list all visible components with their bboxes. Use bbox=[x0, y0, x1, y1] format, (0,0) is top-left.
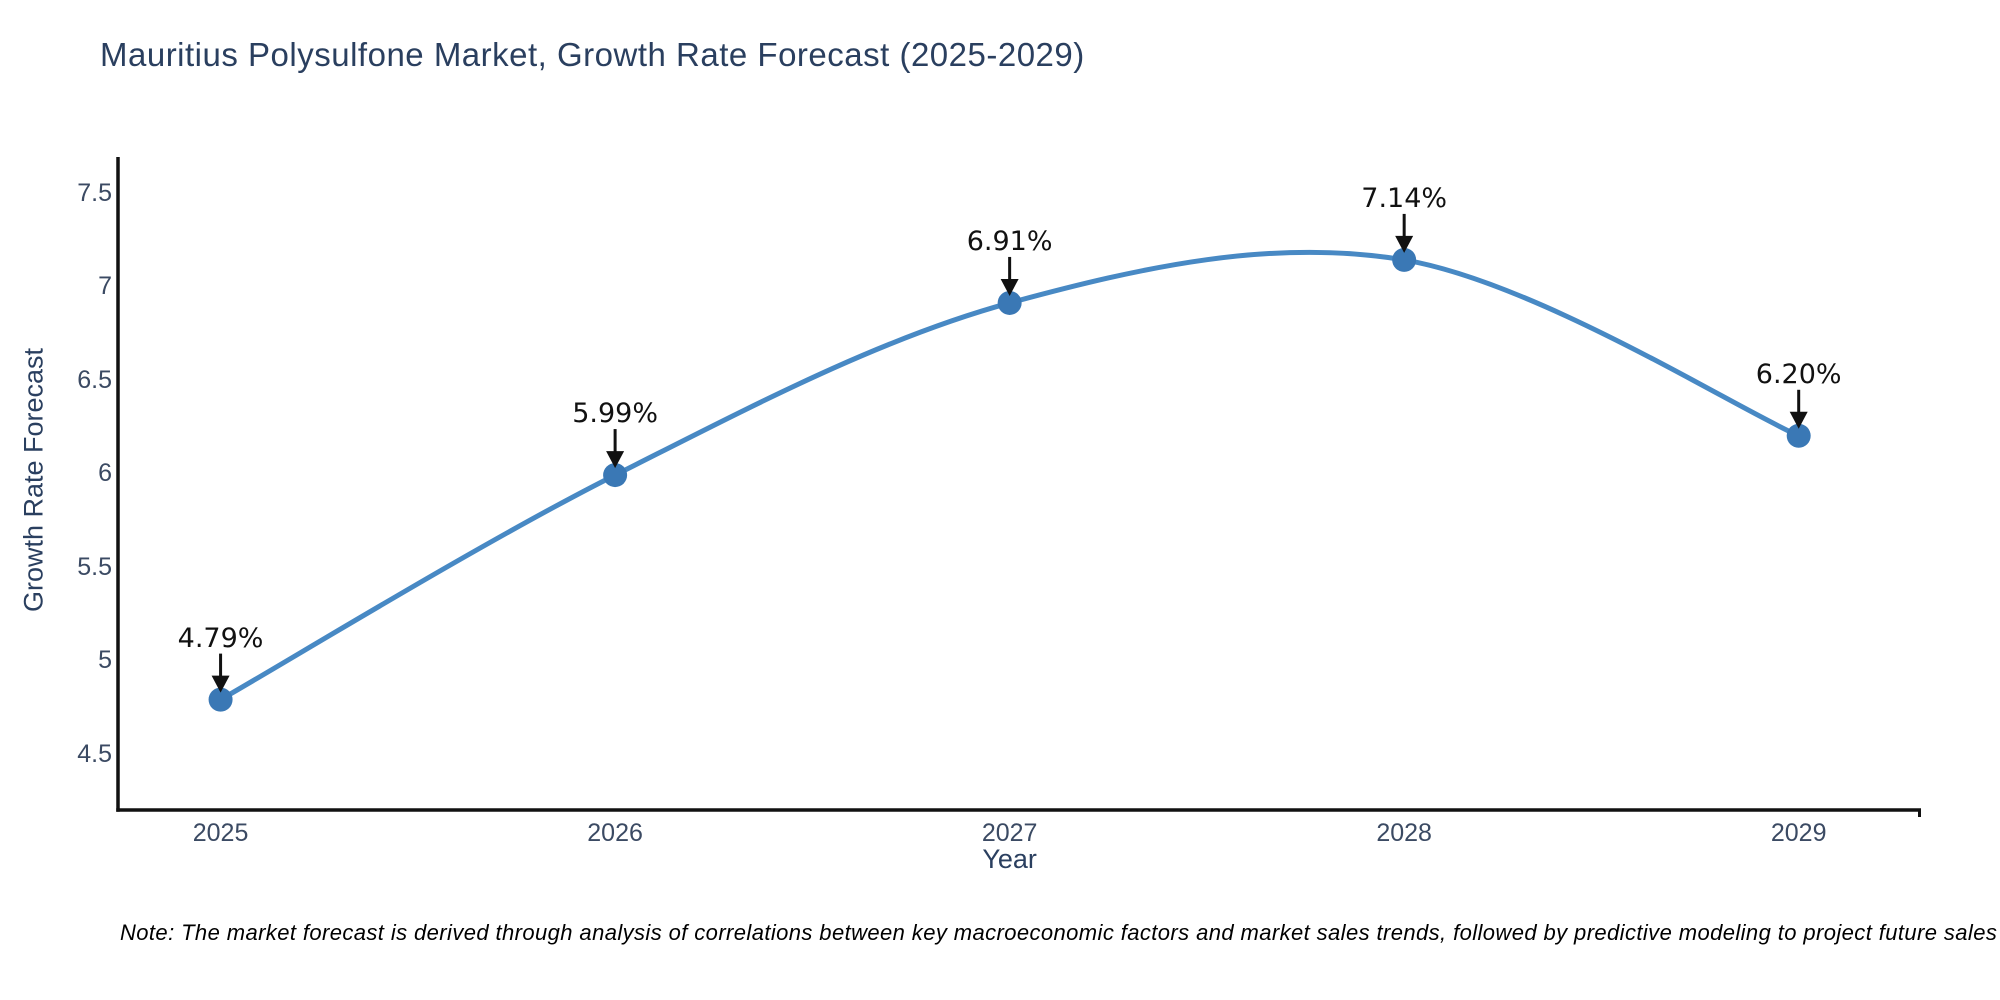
y-tick-label: 4.5 bbox=[77, 739, 112, 768]
y-tick-label: 7.5 bbox=[77, 178, 112, 207]
data-point-marker bbox=[208, 687, 233, 712]
x-tick-label: 2027 bbox=[981, 819, 1038, 847]
data-point-marker bbox=[1392, 247, 1417, 272]
y-tick-label: 6.5 bbox=[77, 365, 112, 394]
data-point-marker bbox=[1786, 423, 1811, 448]
data-point-marker bbox=[997, 290, 1022, 315]
annotation-arrow-head bbox=[1789, 411, 1808, 429]
chart-title: Mauritius Polysulfone Market, Growth Rat… bbox=[100, 36, 1085, 73]
point-value-label: 4.79% bbox=[177, 622, 264, 654]
y-tick-label: 5.5 bbox=[77, 552, 112, 581]
point-value-label: 6.20% bbox=[1755, 358, 1842, 390]
x-axis-title: Year bbox=[982, 844, 1037, 874]
y-tick-label: 7 bbox=[98, 272, 112, 301]
y-tick-label: 6 bbox=[98, 459, 112, 488]
annotation-arrow-head bbox=[1000, 278, 1019, 296]
point-value-label: 6.91% bbox=[966, 225, 1053, 257]
x-tick-label: 2026 bbox=[587, 819, 643, 847]
annotation-arrow-head bbox=[211, 675, 230, 693]
annotation-arrow-head bbox=[1395, 235, 1414, 253]
point-value-label: 7.14% bbox=[1361, 182, 1448, 214]
annotation-arrow-head bbox=[606, 451, 625, 469]
footnote: Note: The market forecast is derived thr… bbox=[120, 920, 1998, 945]
x-tick-label: 2025 bbox=[192, 819, 249, 847]
x-tick-label: 2029 bbox=[1770, 819, 1827, 847]
point-value-label: 5.99% bbox=[572, 398, 658, 430]
y-tick-label: 5 bbox=[98, 646, 112, 675]
trend-line bbox=[218, 249, 1802, 703]
x-tick-label: 2028 bbox=[1376, 819, 1432, 847]
data-point-marker bbox=[603, 463, 628, 488]
